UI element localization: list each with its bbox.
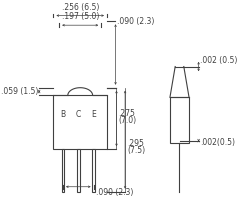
Text: .059 (1.5): .059 (1.5)	[1, 87, 39, 96]
Bar	[54, 95, 107, 149]
Text: .275: .275	[118, 109, 135, 118]
Text: B: B	[60, 110, 66, 119]
Text: .090 (2.3): .090 (2.3)	[96, 188, 134, 197]
Text: .090 (2.3): .090 (2.3)	[117, 17, 155, 26]
Text: .002 (0.5): .002 (0.5)	[200, 56, 238, 65]
Text: .295: .295	[127, 139, 144, 148]
Bar	[77, 149, 80, 192]
Text: .197 (5.0): .197 (5.0)	[61, 12, 99, 21]
Text: (7.5): (7.5)	[127, 146, 145, 155]
Bar	[92, 149, 95, 192]
Text: C: C	[76, 110, 81, 119]
Bar	[170, 97, 189, 143]
Text: .002(0.5): .002(0.5)	[200, 138, 235, 147]
Text: E: E	[91, 110, 96, 119]
Text: (7.0): (7.0)	[118, 116, 137, 125]
Text: .256 (6.5): .256 (6.5)	[61, 3, 99, 12]
Bar	[62, 149, 64, 192]
